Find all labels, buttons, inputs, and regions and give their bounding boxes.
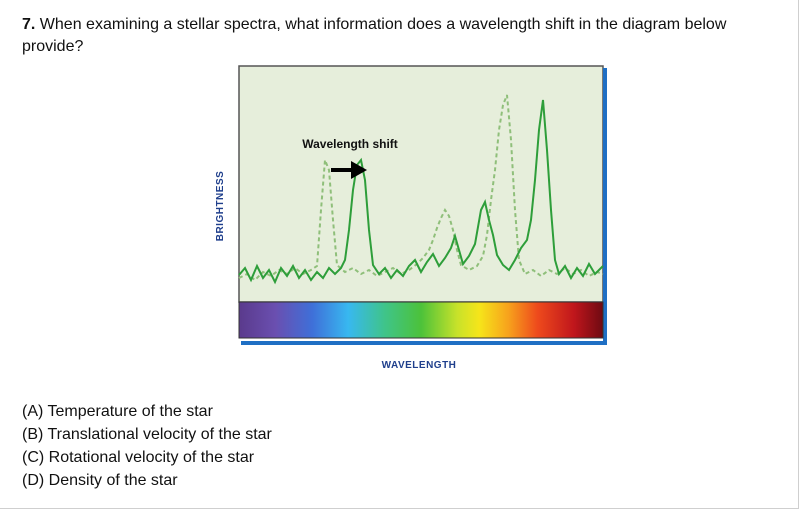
spectrum-figure: Wavelength shift BRIGHTNESS WAVELENGTH bbox=[195, 60, 615, 380]
question-number: 7. bbox=[22, 16, 36, 33]
reference-spectrum-line bbox=[238, 94, 604, 282]
spectrum-diagram: Wavelength shift BRIGHTNESS WAVELENGTH bbox=[215, 65, 607, 371]
question-text: 7. When examining a stellar spectra, wha… bbox=[22, 14, 782, 58]
brightness-axis-label: BRIGHTNESS bbox=[215, 171, 226, 242]
spectrum-bar bbox=[238, 301, 604, 339]
observed-spectrum-line bbox=[238, 99, 604, 285]
option-b[interactable]: (B) Translational velocity of the star bbox=[22, 426, 272, 443]
answer-options: (A) Temperature of the star (B) Translat… bbox=[22, 400, 272, 492]
wavelength-shift-label: Wavelength shift bbox=[302, 137, 398, 151]
wavelength-axis-label: WAVELENGTH bbox=[382, 360, 457, 371]
option-d[interactable]: (D) Density of the star bbox=[22, 472, 178, 489]
question-body: When examining a stellar spectra, what i… bbox=[22, 16, 727, 55]
option-a[interactable]: (A) Temperature of the star bbox=[22, 403, 213, 420]
shift-arrow-icon bbox=[351, 161, 367, 179]
axis-frame bbox=[241, 68, 607, 345]
option-c[interactable]: (C) Rotational velocity of the star bbox=[22, 449, 255, 466]
